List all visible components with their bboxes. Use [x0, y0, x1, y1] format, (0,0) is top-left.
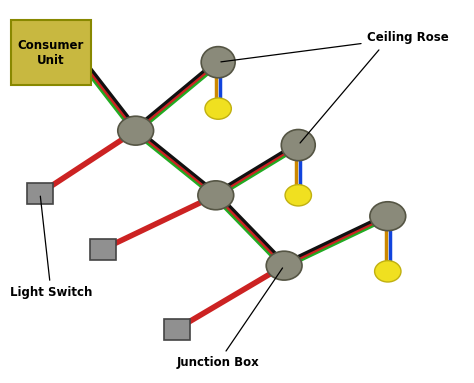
Ellipse shape [201, 47, 235, 78]
Circle shape [374, 261, 401, 282]
Circle shape [266, 251, 302, 280]
Text: Light Switch: Light Switch [10, 196, 92, 299]
Circle shape [198, 181, 234, 210]
Circle shape [118, 116, 154, 145]
Circle shape [285, 185, 311, 206]
FancyBboxPatch shape [164, 319, 190, 340]
FancyBboxPatch shape [11, 20, 91, 85]
FancyBboxPatch shape [90, 239, 116, 260]
Text: Junction Box: Junction Box [177, 268, 283, 369]
Text: Consumer
Unit: Consumer Unit [18, 39, 84, 67]
FancyBboxPatch shape [27, 183, 53, 204]
Ellipse shape [281, 129, 315, 161]
Circle shape [205, 98, 231, 119]
Text: Ceiling Rose: Ceiling Rose [221, 31, 448, 62]
Circle shape [370, 202, 406, 231]
